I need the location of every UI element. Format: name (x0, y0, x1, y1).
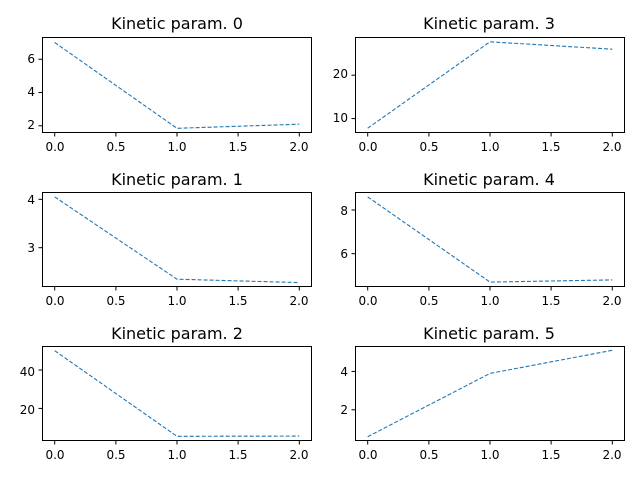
subplot-title: Kinetic param. 1 (111, 170, 243, 189)
series-line (367, 196, 613, 283)
y-tick-label: 20 (333, 67, 348, 81)
x-tick-label: 1.5 (228, 448, 247, 462)
axis-ticks (351, 370, 613, 445)
x-tick-labels: 0.0 0.5 1.0 1.5 2.0 (45, 140, 308, 154)
x-tick-label: 2.0 (289, 140, 308, 154)
subplot-title: Kinetic param. 5 (423, 324, 555, 343)
x-tick-label: 0.0 (358, 448, 377, 462)
y-tick-labels: 3 4 (27, 193, 35, 255)
x-tick-label: 1.0 (480, 448, 499, 462)
y-tick-label: 40 (20, 365, 35, 379)
x-tick-label: 1.5 (228, 294, 247, 308)
subplot-kinetic-param-3: Kinetic param. 3 0.0 0.5 1.0 1.5 2.0 10 … (333, 14, 625, 154)
x-tick-label: 0.5 (106, 448, 125, 462)
subplot-kinetic-param-4: Kinetic param. 4 0.0 0.5 1.0 1.5 2.0 6 8 (340, 170, 625, 308)
subplot-title: Kinetic param. 0 (111, 14, 243, 33)
y-tick-labels: 2 4 (340, 365, 348, 417)
y-tick-labels: 10 20 (333, 67, 348, 125)
y-tick-label: 6 (340, 247, 348, 261)
axis-ticks (351, 74, 613, 137)
axis-ticks (38, 198, 300, 291)
x-tick-label: 0.5 (419, 294, 438, 308)
x-tick-labels: 0.0 0.5 1.0 1.5 2.0 (45, 448, 308, 462)
subplot-title: Kinetic param. 3 (423, 14, 555, 33)
x-tick-labels: 0.0 0.5 1.0 1.5 2.0 (358, 140, 621, 154)
x-tick-labels: 0.0 0.5 1.0 1.5 2.0 (45, 294, 308, 308)
x-tick-label: 1.0 (480, 294, 499, 308)
x-tick-label: 0.0 (45, 294, 64, 308)
x-tick-labels: 0.0 0.5 1.0 1.5 2.0 (358, 294, 621, 308)
series-line (54, 350, 300, 437)
x-tick-label: 1.5 (541, 140, 560, 154)
axis-ticks (351, 209, 613, 291)
series-line (54, 196, 300, 284)
x-tick-label: 1.0 (480, 140, 499, 154)
x-tick-label: 1.0 (167, 448, 186, 462)
y-tick-label: 4 (27, 85, 35, 99)
subplot-title: Kinetic param. 4 (423, 170, 555, 189)
x-tick-label: 2.0 (289, 448, 308, 462)
x-tick-label: 2.0 (602, 294, 621, 308)
x-tick-label: 2.0 (602, 448, 621, 462)
x-tick-label: 1.0 (167, 140, 186, 154)
x-tick-labels: 0.0 0.5 1.0 1.5 2.0 (358, 448, 621, 462)
y-tick-label: 4 (340, 365, 348, 379)
x-tick-label: 0.5 (106, 140, 125, 154)
y-tick-labels: 2 4 6 (27, 52, 35, 132)
subplot-kinetic-param-5: Kinetic param. 5 0.0 0.5 1.0 1.5 2.0 2 4 (340, 324, 625, 462)
x-tick-label: 2.0 (602, 140, 621, 154)
y-tick-label: 2 (27, 118, 35, 132)
y-tick-label: 6 (27, 52, 35, 66)
axis-ticks (38, 58, 300, 137)
y-tick-label: 20 (20, 403, 35, 417)
y-tick-label: 3 (27, 241, 35, 255)
series-line (367, 41, 613, 129)
series-line (54, 42, 300, 129)
series-line (367, 349, 613, 438)
subplot-title: Kinetic param. 2 (111, 324, 243, 343)
x-tick-label: 1.5 (541, 448, 560, 462)
y-tick-label: 2 (340, 403, 348, 417)
y-tick-label: 4 (27, 193, 35, 207)
x-tick-label: 0.5 (419, 448, 438, 462)
x-tick-label: 0.5 (106, 294, 125, 308)
y-tick-label: 8 (340, 204, 348, 218)
axis-ticks (38, 369, 300, 445)
x-tick-label: 0.0 (45, 140, 64, 154)
x-tick-label: 2.0 (289, 294, 308, 308)
y-tick-labels: 20 40 (20, 365, 35, 417)
subplot-kinetic-param-2: Kinetic param. 2 0.0 0.5 1.0 1.5 2.0 20 … (20, 324, 312, 462)
x-tick-label: 1.0 (167, 294, 186, 308)
x-tick-label: 0.0 (358, 140, 377, 154)
x-tick-label: 0.5 (419, 140, 438, 154)
x-tick-label: 1.5 (541, 294, 560, 308)
x-tick-label: 0.0 (45, 448, 64, 462)
x-tick-label: 0.0 (358, 294, 377, 308)
x-tick-label: 1.5 (228, 140, 247, 154)
y-tick-label: 10 (333, 111, 348, 125)
subplot-kinetic-param-1: Kinetic param. 1 0.0 0.5 1.0 1.5 2.0 3 4 (27, 170, 312, 308)
y-tick-labels: 6 8 (340, 204, 348, 261)
subplot-kinetic-param-0: Kinetic param. 0 0.0 0.5 1.0 1.5 2.0 2 4… (27, 14, 312, 154)
